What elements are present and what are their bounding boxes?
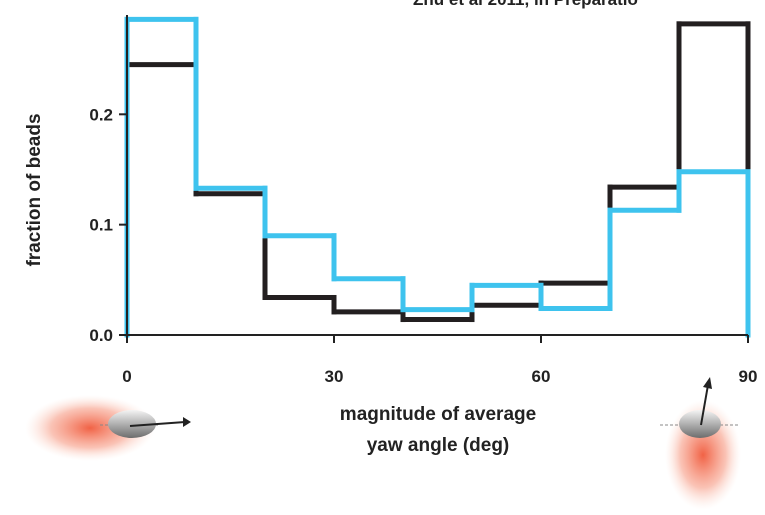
y-axis-label: fraction of beads (24, 113, 45, 266)
chart-title: Zhu et al 2011, in Preparatio (413, 0, 638, 9)
series (124, 21, 751, 338)
y-tick-label: 0.2 (89, 105, 113, 124)
x-axis-label: magnitude of average (340, 404, 536, 425)
bead-icon-right (660, 377, 741, 510)
x-tick-label: 30 (325, 367, 344, 386)
x-tick-label: 60 (532, 367, 551, 386)
y-tick-label: 0.1 (89, 216, 113, 235)
series (124, 16, 751, 338)
x-axis-label: yaw angle (deg) (367, 435, 510, 456)
bead-icon-left (25, 395, 191, 461)
x-tick-label: 0 (122, 367, 131, 386)
y-tick-label: 0.0 (89, 326, 113, 345)
x-tick-label: 90 (739, 367, 758, 386)
